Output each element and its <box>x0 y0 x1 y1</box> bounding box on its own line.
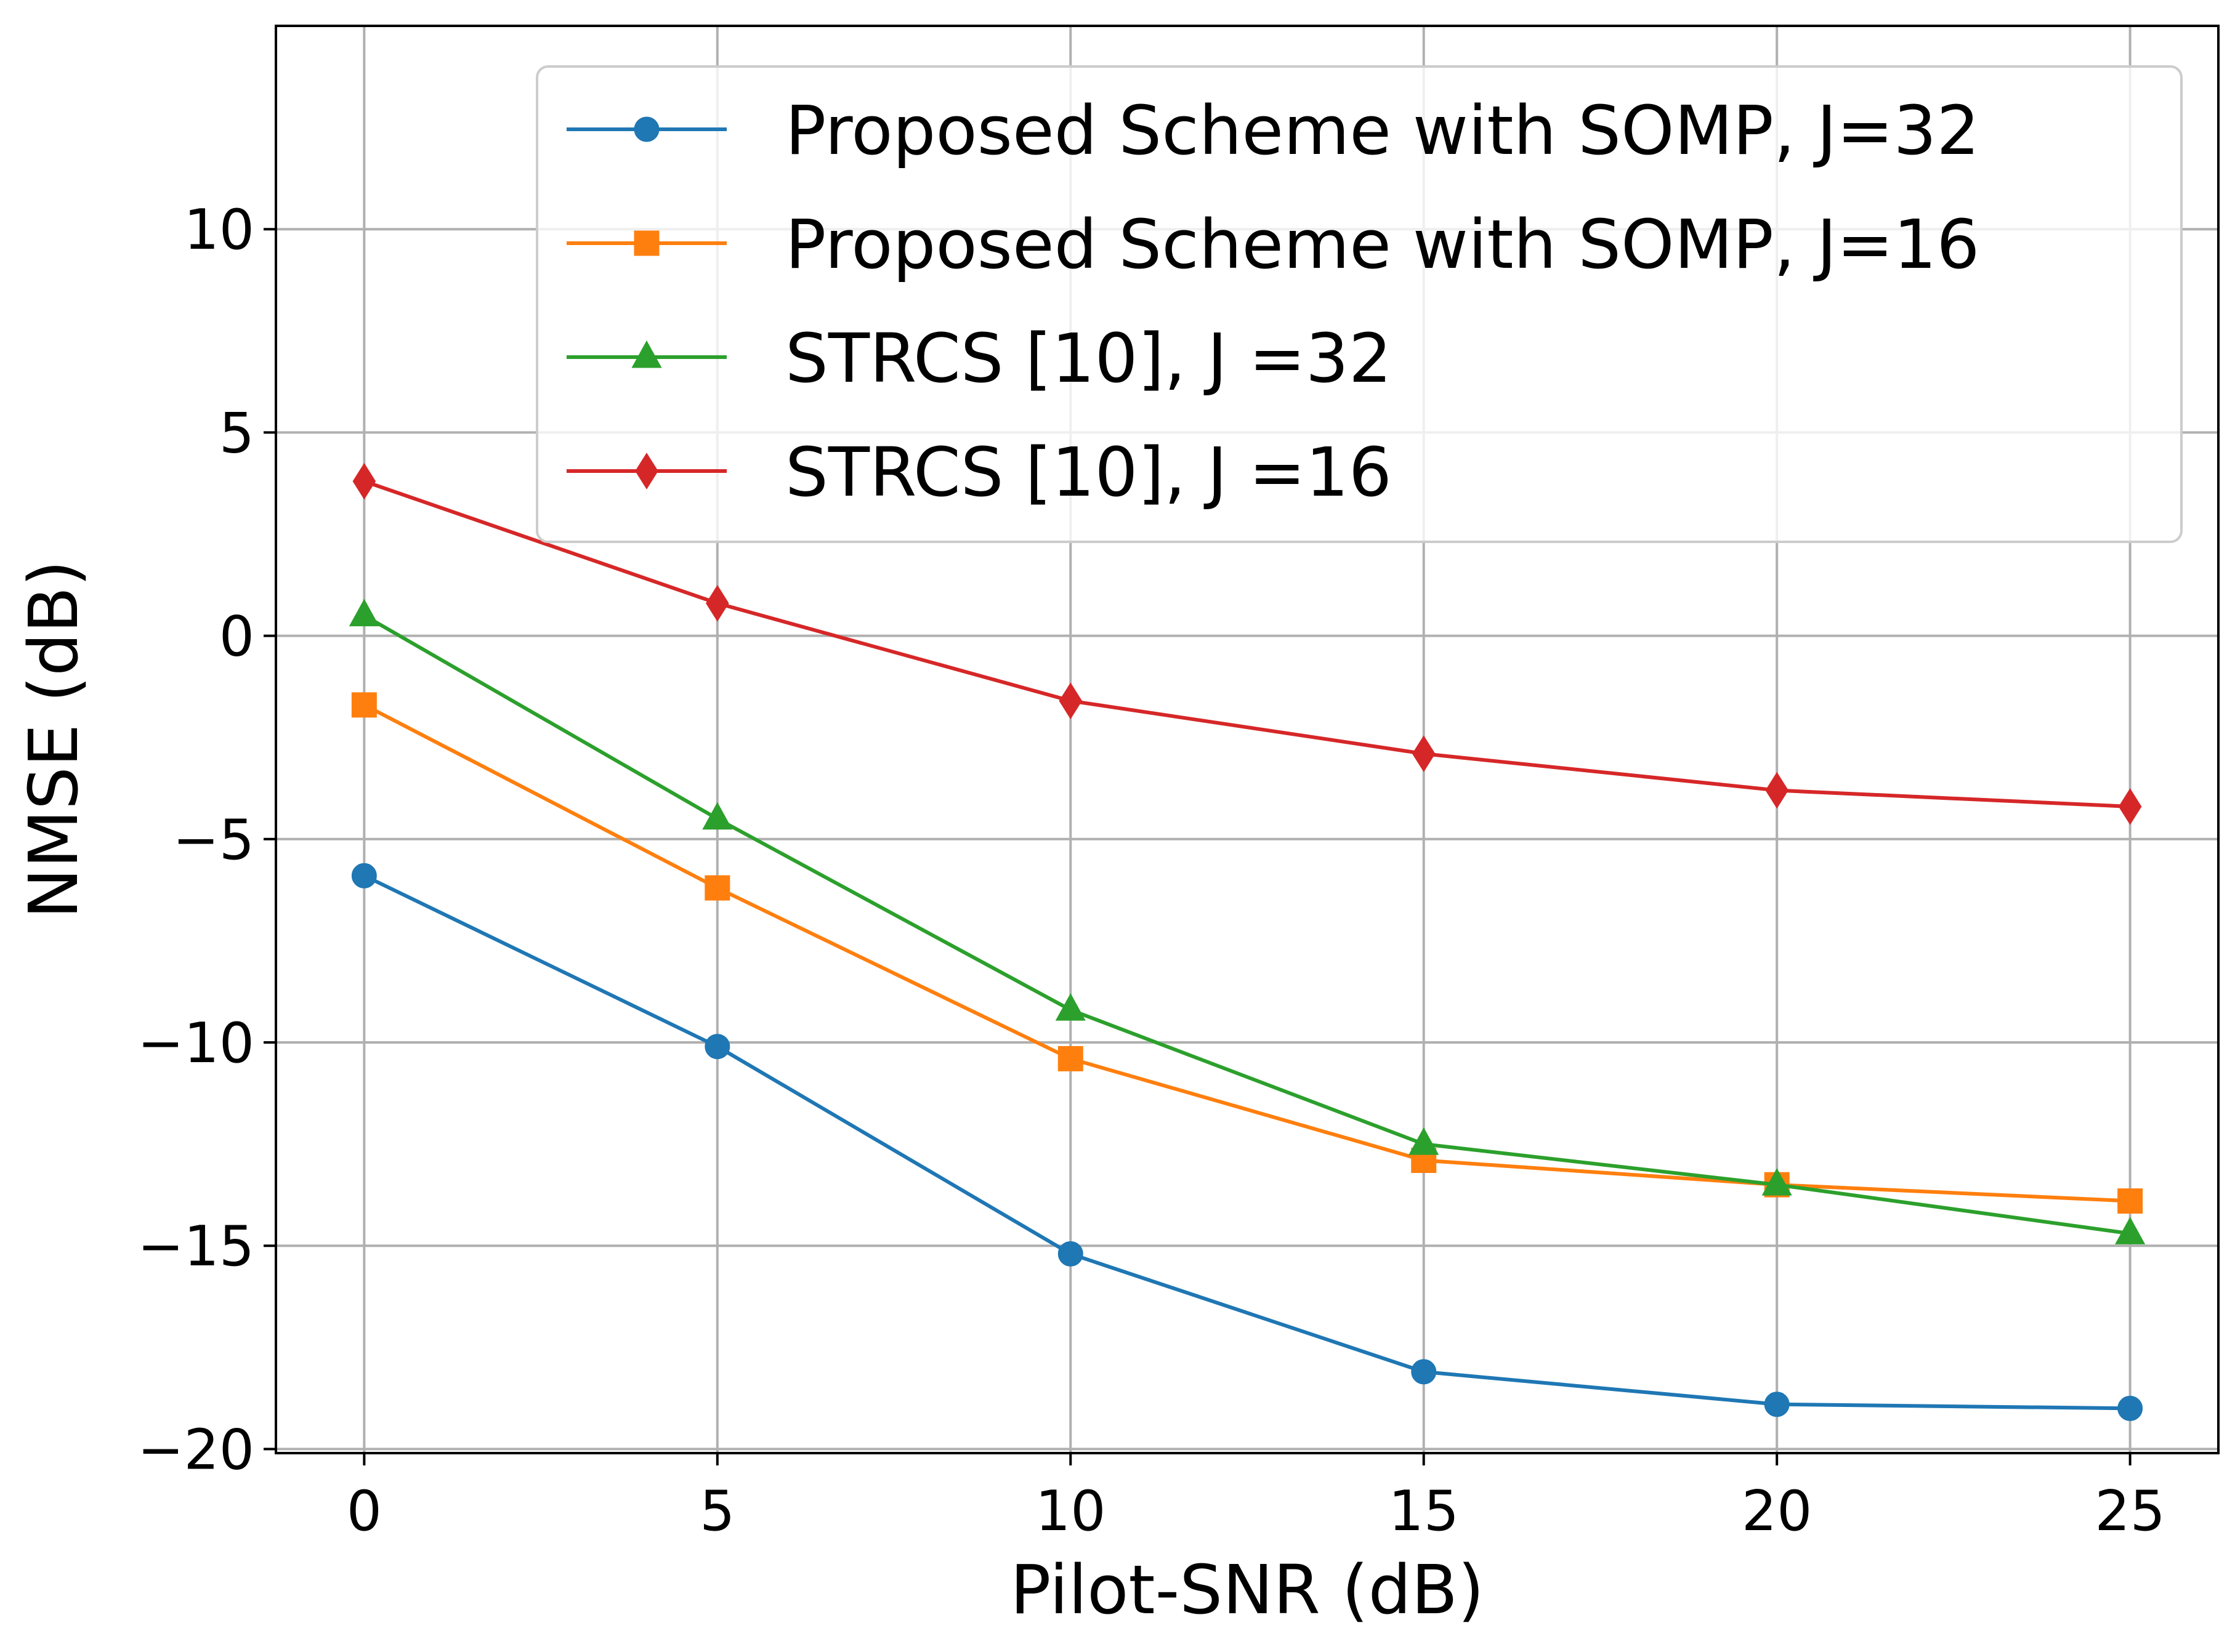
x-tick-label: 5 <box>700 1479 735 1544</box>
legend-label: STRCS [10], J =16 <box>785 433 1392 512</box>
legend-label: Proposed Scheme with SOMP, J=32 <box>785 91 1979 170</box>
data-point <box>1059 682 1083 720</box>
data-point <box>1055 993 1086 1021</box>
legend: Proposed Scheme with SOMP, J=32 Proposed … <box>536 65 2183 543</box>
legend-label: STRCS [10], J =32 <box>785 319 1392 398</box>
plot-frame <box>275 25 2220 1454</box>
data-point <box>705 1034 730 1060</box>
series-line <box>363 613 2131 1236</box>
series-4 <box>352 462 2142 825</box>
legend-item: Proposed Scheme with SOMP, J=16 <box>567 205 1979 284</box>
y-tick-label: −5 <box>172 808 254 872</box>
y-tick-label: −20 <box>137 1417 254 1482</box>
data-point <box>1408 1127 1439 1155</box>
data-point <box>2117 1188 2143 1214</box>
series-group <box>349 462 2146 1421</box>
series-1 <box>351 863 2143 1421</box>
data-point <box>2117 1395 2143 1421</box>
data-point <box>1764 1392 1790 1417</box>
x-axis-label: Pilot-SNR (dB) <box>1010 1550 1484 1629</box>
data-point <box>351 863 377 888</box>
data-point <box>1057 1241 1083 1267</box>
y-tick-label: −15 <box>137 1214 254 1279</box>
y-tick-label: 5 <box>219 401 254 465</box>
legend-marker <box>631 340 662 368</box>
data-point <box>706 584 729 622</box>
x-tick-label: 15 <box>1388 1479 1459 1544</box>
y-axis-label: NMSE (dB) <box>14 560 93 919</box>
data-point <box>2118 788 2142 825</box>
x-tick-label: 20 <box>1742 1479 1813 1544</box>
series-3 <box>349 598 2146 1244</box>
data-point <box>1761 1168 1792 1196</box>
series-line <box>363 479 2130 808</box>
y-tick-label: 10 <box>184 198 254 262</box>
data-point <box>705 875 730 901</box>
legend-marker <box>634 116 660 142</box>
x-tick-label: 0 <box>347 1479 382 1544</box>
y-tick-label: −10 <box>137 1011 254 1076</box>
x-tick-label: 10 <box>1035 1479 1106 1544</box>
data-point <box>2115 1217 2146 1244</box>
y-tick-label: 0 <box>219 605 254 669</box>
legend-marker <box>634 230 660 256</box>
series-2 <box>351 692 2143 1214</box>
series-line <box>363 874 2130 1411</box>
legend-item: Proposed Scheme with SOMP, J=32 <box>567 91 1979 170</box>
data-point <box>1765 772 1788 809</box>
data-point <box>352 462 376 500</box>
legend-box <box>536 65 2183 543</box>
data-point <box>1411 1359 1437 1385</box>
legend-item: STRCS [10], J =16 <box>567 433 1392 512</box>
data-point <box>1057 1046 1083 1071</box>
legend-marker <box>635 453 658 490</box>
axis-ticks: 0 5 10 15 20 25 −20 −15 −10 −5 0 5 10 <box>137 198 2165 1544</box>
data-point <box>702 802 733 830</box>
data-point <box>349 598 379 627</box>
legend-item: STRCS [10], J =32 <box>567 319 1392 398</box>
series-line <box>363 703 2130 1203</box>
legend-label: Proposed Scheme with SOMP, J=16 <box>785 205 1979 284</box>
data-point <box>1412 735 1436 772</box>
data-point <box>351 692 377 718</box>
x-tick-label: 25 <box>2095 1479 2165 1544</box>
